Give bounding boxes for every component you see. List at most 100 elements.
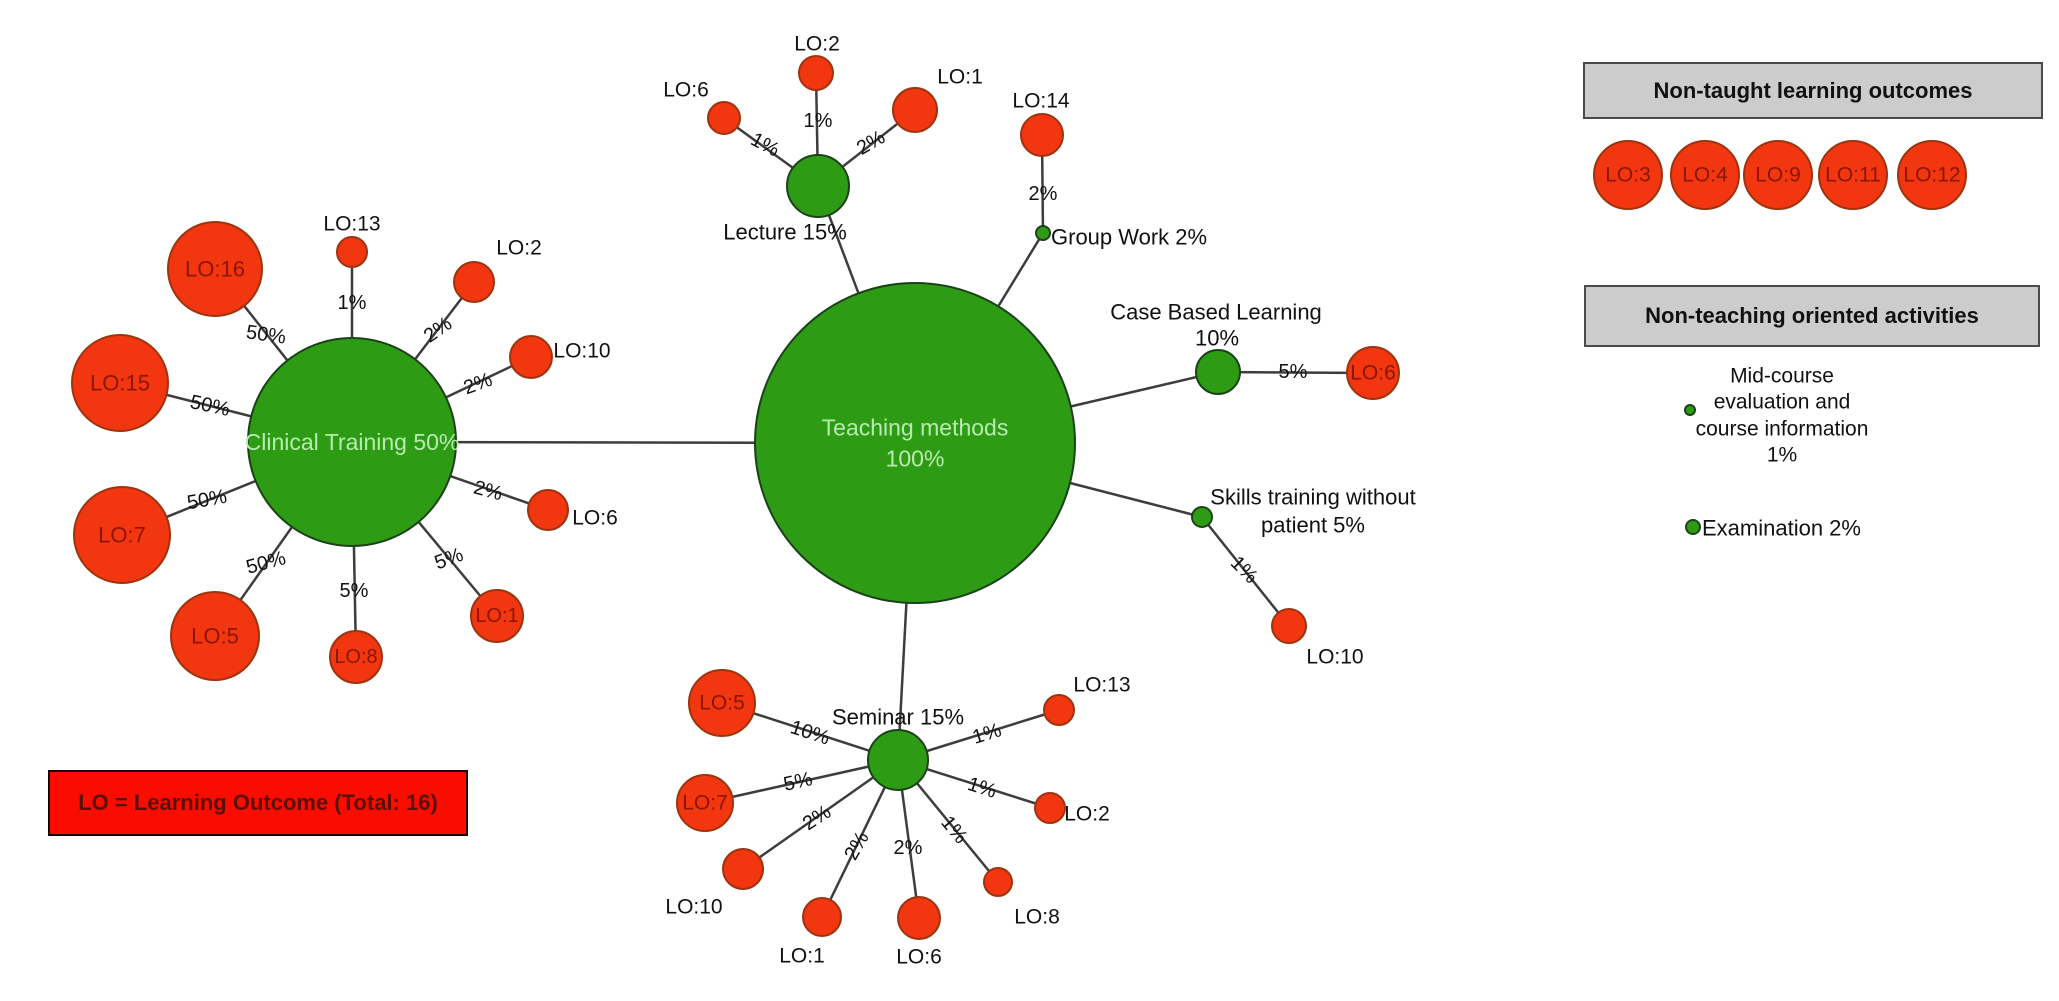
node-cbl-lo6: [1346, 346, 1400, 400]
node-sem-lo6: [897, 896, 941, 940]
label-ct-lo2: LO:2: [496, 237, 542, 260]
node-label-legend-lo12-0: LO:12: [1903, 164, 1960, 187]
label-sem-lo10: LO:10: [665, 896, 722, 919]
edge-seminar--sem-lo7: [704, 758, 899, 805]
node-skills-training: [1191, 506, 1213, 528]
label-st-lo10: LO:10: [1306, 646, 1363, 669]
node-ct-lo8: [329, 630, 383, 684]
node-lec-lo2: [798, 55, 834, 91]
node-ct-lo5: [170, 591, 260, 681]
node-st-lo10: [1271, 608, 1307, 644]
non-teaching-legend-title: Non-teaching oriented activities: [1645, 303, 1979, 328]
label-midcourse-1: Mid-course: [1730, 365, 1834, 388]
edge-label-seminar--sem-lo5: 10%: [788, 716, 833, 749]
node-label-legend-lo4-0: LO:4: [1682, 164, 1728, 187]
label-midcourse-4: 1%: [1767, 444, 1797, 467]
edge-label-clinical-training--ct-lo13: 1%: [338, 292, 367, 314]
node-sem-lo1: [802, 897, 842, 937]
label-gw-lo14: LO:14: [1012, 90, 1070, 113]
node-label-ct-lo15-0: LO:15: [90, 371, 150, 396]
node-lecture: [786, 154, 850, 218]
node-ct-lo10: [509, 335, 553, 379]
label-lecture-name: Lecture 15%: [723, 220, 847, 245]
edge-label-seminar--sem-lo7: 5%: [782, 768, 815, 796]
node-label-sem-lo5-0: LO:5: [699, 692, 745, 715]
node-sem-lo7: [676, 774, 734, 832]
edge-skills-training--st-lo10: [1201, 516, 1290, 627]
non-taught-legend-title: Non-taught learning outcomes: [1653, 77, 1973, 103]
lo-definition-note-text: LO = Learning Outcome (Total: 16): [78, 790, 438, 815]
node-midcourse-dot: [1684, 404, 1696, 416]
node-group-work: [1035, 225, 1051, 241]
edge-label-clinical-training--ct-lo7: 50%: [185, 486, 228, 515]
label-cbl-name: Case Based Learning: [1110, 300, 1322, 325]
non-taught-legend-header: Non-taught learning outcomes: [1583, 62, 2043, 119]
node-teaching-methods: [754, 282, 1076, 604]
node-ct-lo16: [167, 221, 263, 317]
label-examination: Examination 2%: [1702, 516, 1861, 541]
node-legend-lo11: [1818, 140, 1888, 210]
node-ct-lo2: [453, 261, 495, 303]
label-lec-lo2: LO:2: [794, 33, 840, 56]
label-sem-lo1: LO:1: [779, 945, 825, 968]
node-label-teaching-methods-1: 100%: [886, 446, 945, 472]
node-ct-lo1: [470, 589, 524, 643]
node-label-cbl-lo6-0: LO:6: [1350, 362, 1396, 385]
edge-label-seminar--sem-lo13: 1%: [970, 719, 1004, 749]
label-ct-lo10: LO:10: [553, 340, 610, 363]
edge-label-lecture--lec-lo2: 1%: [804, 110, 833, 132]
node-label-sem-lo7-0: LO:7: [682, 792, 728, 815]
node-sem-lo2: [1034, 792, 1066, 824]
node-gw-lo14: [1020, 113, 1064, 157]
edge-label-skills-training--st-lo10: 1%: [1226, 552, 1262, 588]
edge-label-group-work--gw-lo14: 2%: [1029, 183, 1058, 205]
node-legend-lo4: [1670, 140, 1740, 210]
node-exam-dot: [1685, 519, 1701, 535]
node-ct-lo15: [71, 334, 169, 432]
lo-definition-note: LO = Learning Outcome (Total: 16): [48, 770, 468, 836]
edge-label-seminar--sem-lo6: 2%: [894, 837, 923, 859]
node-ct-lo7: [73, 486, 171, 584]
node-ct-lo13: [336, 236, 368, 268]
label-sem-lo2: LO:2: [1064, 803, 1110, 826]
label-sem-lo13: LO:13: [1073, 674, 1130, 697]
edge-label-seminar--sem-lo2: 1%: [965, 773, 999, 803]
label-ct-lo6: LO:6: [572, 507, 618, 530]
edge-label-clinical-training--ct-lo6: 2%: [471, 477, 505, 506]
node-sem-lo5: [688, 669, 756, 737]
node-label-ct-lo5-0: LO:5: [191, 624, 239, 649]
label-skills-name-2: patient 5%: [1261, 513, 1365, 538]
edge-label-clinical-training--ct-lo8: 5%: [340, 580, 369, 602]
node-sem-lo8: [983, 867, 1013, 897]
node-seminar: [867, 729, 929, 791]
edge-seminar--sem-lo10: [742, 758, 899, 871]
label-cbl-pct: 10%: [1195, 326, 1239, 351]
node-label-clinical-training-0: Clinical Training 50%: [245, 429, 460, 455]
node-case-based-learning: [1195, 349, 1241, 395]
node-label-legend-lo9-0: LO:9: [1755, 164, 1801, 187]
node-label-legend-lo3-0: LO:3: [1605, 164, 1651, 187]
edge-label-seminar--sem-lo10: 2%: [799, 801, 835, 835]
edge-label-clinical-training--ct-lo5: 50%: [244, 547, 289, 579]
node-legend-lo9: [1743, 140, 1813, 210]
node-sem-lo13: [1043, 694, 1075, 726]
node-label-ct-lo16-0: LO:16: [185, 257, 245, 282]
label-sem-lo8: LO:8: [1014, 906, 1060, 929]
node-lec-lo6: [707, 101, 741, 135]
edge-label-clinical-training--ct-lo2: 2%: [420, 313, 456, 348]
edge-label-seminar--sem-lo1: 2%: [840, 828, 874, 864]
label-lec-lo6: LO:6: [663, 79, 709, 102]
node-label-legend-lo11-0: LO:11: [1825, 164, 1881, 187]
edge-label-clinical-training--ct-lo15: 50%: [188, 391, 232, 421]
label-group-work-name: Group Work 2%: [1051, 225, 1207, 250]
node-legend-lo12: [1897, 140, 1967, 210]
node-label-ct-lo8-0: LO:8: [334, 646, 377, 668]
label-seminar-name: Seminar 15%: [832, 705, 964, 730]
label-midcourse-3: course information: [1696, 418, 1869, 441]
label-sem-lo6: LO:6: [896, 946, 942, 969]
node-sem-lo10: [722, 848, 764, 890]
node-legend-lo3: [1593, 140, 1663, 210]
node-lec-lo1: [892, 87, 938, 133]
